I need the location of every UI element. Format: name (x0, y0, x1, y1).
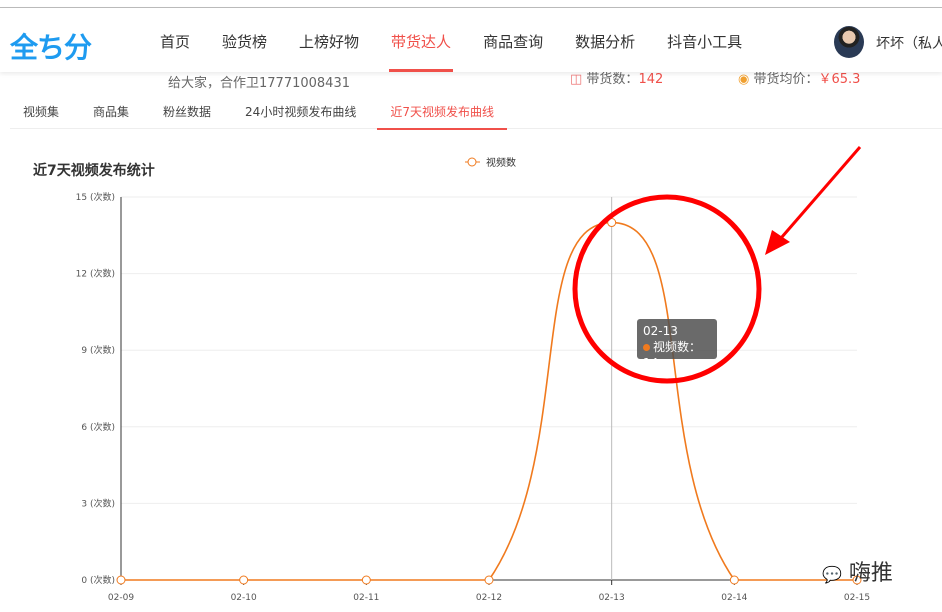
wechat-icon: 💬 (822, 565, 842, 584)
nav-item[interactable]: 上榜好物 (299, 33, 360, 51)
main-nav: 首页 验货榜 上榜好物 带货达人 商品查询 数据分析 抖音小工具 (160, 31, 774, 72)
chart-title: 近7天视频发布统计 (33, 163, 155, 179)
nav-item[interactable]: 首页 (160, 33, 191, 51)
nav-item[interactable]: 数据分析 (575, 33, 636, 51)
nav-item[interactable]: 抖音小工具 (667, 33, 743, 51)
logo[interactable]: 全ち分 (10, 31, 92, 64)
tab[interactable]: 近7天视频发布曲线 (377, 98, 507, 130)
avatar[interactable] (834, 26, 864, 58)
series-dot-icon (643, 344, 650, 351)
stat-sales-count: ◫ 带货数：142 (570, 72, 664, 87)
x-tick-label: 02-15 (844, 593, 870, 603)
x-tick-label: 02-13 (599, 593, 625, 603)
watermark: 💬 嗨推 (822, 555, 893, 587)
y-tick-label: 3 (次数) (81, 497, 115, 509)
x-tick-label: 02-09 (108, 593, 134, 603)
stat-value: 142 (638, 72, 664, 87)
stat-label: 带货数： (586, 72, 639, 87)
data-point (852, 575, 862, 585)
x-tick-label: 02-14 (721, 593, 747, 603)
data-point (239, 575, 249, 585)
legend-label: 视频数 (486, 156, 516, 169)
tab[interactable]: 粉丝数据 (163, 105, 212, 119)
y-tick-label: 6 (次数) (81, 421, 115, 433)
tab[interactable]: 视频集 (23, 105, 60, 119)
legend-marker (467, 157, 477, 167)
data-point (361, 575, 371, 585)
data-point (729, 575, 739, 585)
y-tick-label: 0 (次数) (81, 574, 115, 586)
annotation-arrow (773, 146, 862, 246)
tab[interactable]: 24小时视频发布曲线 (245, 105, 357, 119)
annotation-arrowhead (765, 230, 790, 255)
stat-value: ￥65.3 (818, 72, 861, 87)
window-border (0, 7, 942, 8)
nav-item[interactable]: 验货榜 (222, 33, 268, 51)
tooltip-value: 视频数：14 (643, 340, 702, 370)
y-tick-label: 15 (次数) (76, 191, 115, 203)
series-line (121, 221, 857, 581)
watermark-text: 嗨推 (848, 561, 893, 586)
tab[interactable]: 商品集 (93, 105, 130, 119)
nav-item[interactable]: 带货达人 (389, 31, 454, 72)
y-tick-label: 12 (次数) (76, 268, 115, 280)
nav-item[interactable]: 商品查询 (483, 33, 544, 51)
header: 全ち分 首页 验货榜 上榜好物 带货达人 商品查询 数据分析 抖音小工具 坏坏（私人 (0, 8, 942, 72)
chart-tooltip: 02-13 视频数：14 (637, 319, 717, 370)
y-tick-label: 9 (次数) (81, 344, 115, 356)
tab-bar: 视频集 商品集 粉丝数据 24小时视频发布曲线 近7天视频发布曲线 (10, 98, 942, 130)
x-tick-label: 02-11 (353, 593, 379, 603)
x-tick-label: 02-12 (476, 593, 502, 603)
data-point (484, 575, 494, 585)
tooltip-title: 02-13 (643, 324, 678, 338)
data-point (116, 575, 126, 585)
annotation-circle (572, 194, 762, 384)
stat-avg-price: ◉ 带货均价：￥65.3 (738, 72, 861, 87)
profile-description: 给大家，合作卫17771008431 (168, 76, 350, 91)
user-name[interactable]: 坏坏（私人 (876, 36, 942, 52)
x-tick-label: 02-10 (231, 593, 257, 603)
stat-label: 带货均价： (753, 72, 819, 87)
